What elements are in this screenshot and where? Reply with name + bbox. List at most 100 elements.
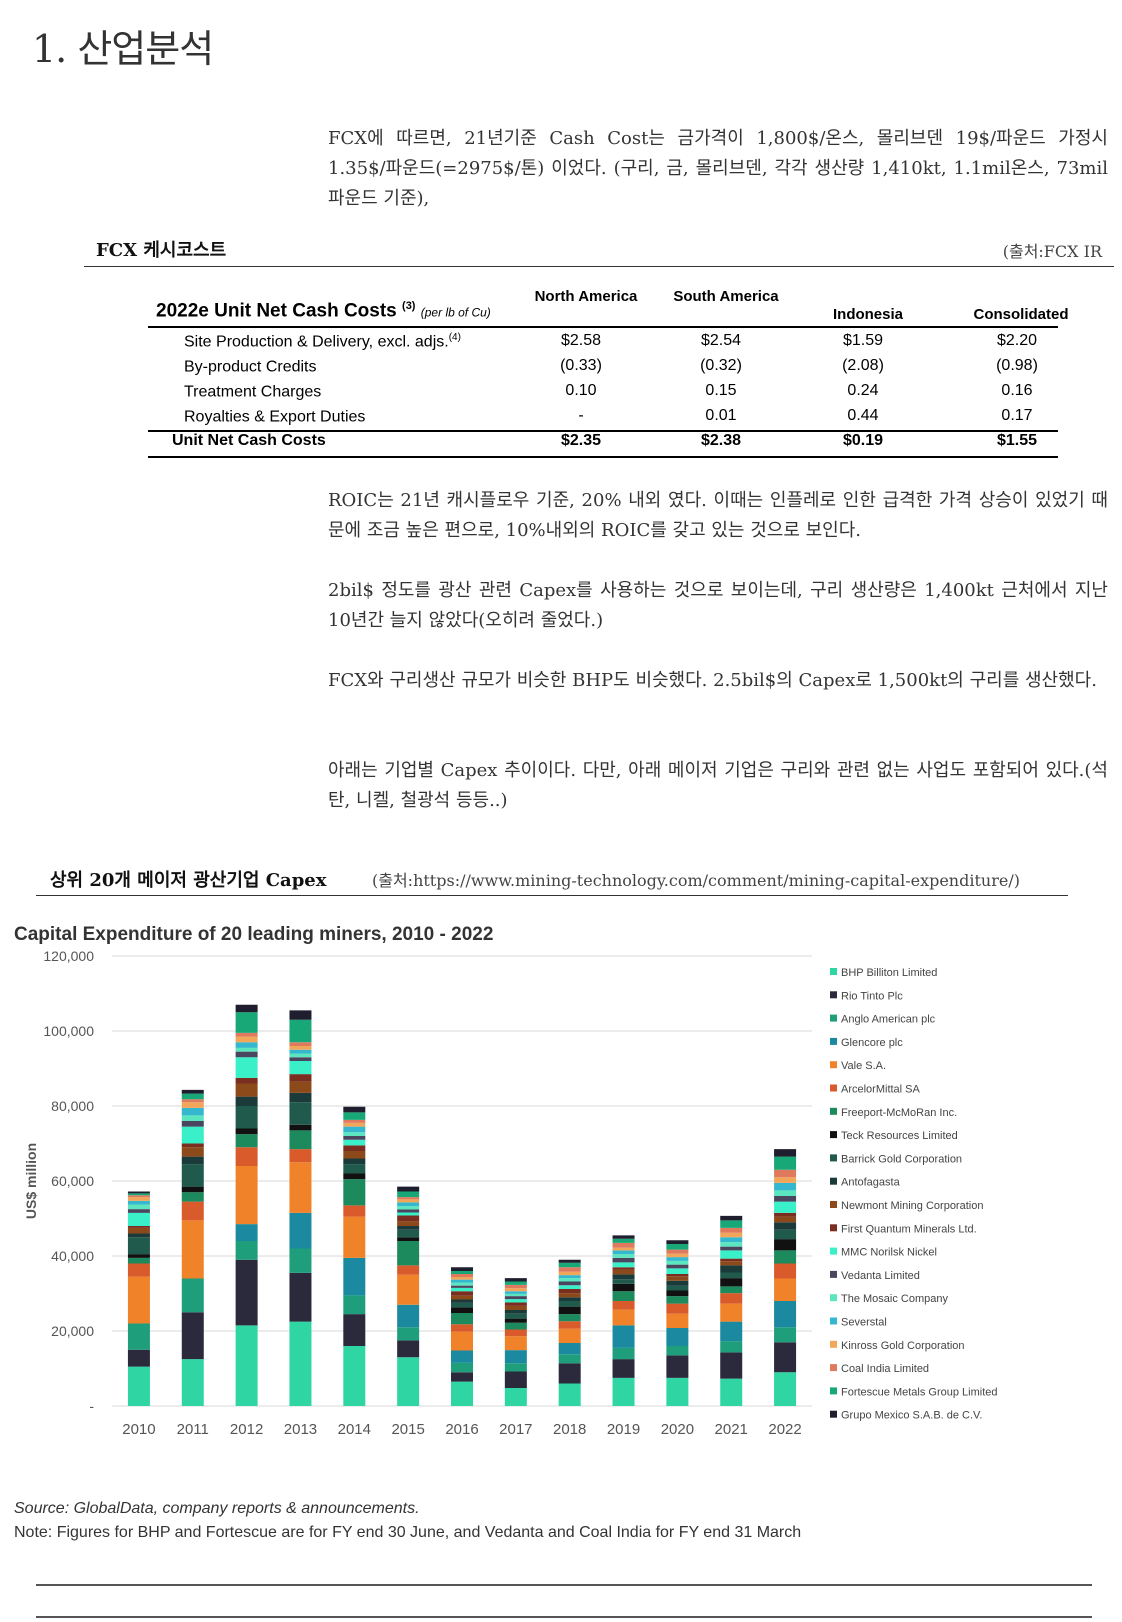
- bar-segment: [558, 1306, 581, 1315]
- table-row-label: Site Production & Delivery, excl. adjs.(…: [184, 332, 461, 351]
- bar-segment: [235, 1134, 258, 1148]
- bar-segment: [612, 1347, 635, 1360]
- bar-segment: [504, 1299, 527, 1303]
- bar-segment: [397, 1186, 420, 1192]
- legend-swatch: [830, 1037, 837, 1045]
- bar-segment: [612, 1238, 635, 1243]
- legend-label: First Quantum Minerals Ltd.: [841, 1223, 977, 1235]
- table-cell: 0.16: [1001, 382, 1033, 399]
- bar-segment: [451, 1285, 473, 1288]
- table-cell: 0.44: [847, 407, 879, 424]
- y-tick-label: 80,000: [51, 1098, 94, 1114]
- bar-segment: [720, 1303, 743, 1322]
- bar-segment: [720, 1352, 743, 1379]
- bar-segment: [343, 1216, 366, 1258]
- bar-segment: [235, 1083, 258, 1097]
- bar-segment: [774, 1222, 797, 1230]
- bar-segment: [451, 1267, 473, 1271]
- bar-segment: [666, 1313, 689, 1328]
- bar-segment: [235, 1241, 258, 1260]
- bar-segment: [720, 1237, 743, 1243]
- bar-segment: [343, 1346, 366, 1406]
- bar-segment: [235, 1047, 258, 1052]
- bar-segment: [343, 1106, 366, 1113]
- bar-segment: [774, 1190, 797, 1196]
- bar-segment: [666, 1253, 689, 1258]
- bar-segment: [720, 1232, 743, 1238]
- bar-segment: [397, 1304, 420, 1328]
- bar-segment: [127, 1237, 150, 1255]
- bar-segment: [720, 1246, 743, 1251]
- legend-label: Severstal: [841, 1317, 887, 1329]
- bar-segment: [235, 1325, 258, 1406]
- legend-label: Barrick Gold Corporation: [841, 1153, 962, 1165]
- legend-swatch: [830, 1084, 837, 1092]
- legend-label: The Mosaic Company: [841, 1293, 948, 1305]
- bar-segment: [558, 1267, 581, 1272]
- bar-segment: [612, 1242, 635, 1248]
- bar-segment: [612, 1262, 635, 1268]
- total-consolidated: $1.55: [996, 432, 1038, 449]
- bar-segment: [181, 1143, 204, 1148]
- bar-segment: [181, 1093, 204, 1100]
- legend-label: ArcelorMittal SA: [841, 1084, 921, 1096]
- table-row-label-text: Royalties & Export Duties: [184, 408, 366, 426]
- bar-segment: [451, 1299, 473, 1303]
- bar-segment: [504, 1284, 527, 1289]
- bar-segment: [666, 1355, 689, 1378]
- intro-paragraph: FCX에 따르면, 21년기준 Cash Cost는 금가격이 1,800$/온…: [328, 128, 1108, 209]
- bar-segment: [397, 1241, 420, 1266]
- bar-segment: [504, 1278, 527, 1282]
- bar-segment: [127, 1200, 150, 1205]
- bar-segment: [504, 1296, 527, 1300]
- bar-segment: [289, 1162, 312, 1213]
- bar-segment: [774, 1301, 797, 1328]
- table-row-label-text: By-product Credits: [184, 358, 317, 376]
- bar-segment: [558, 1259, 581, 1263]
- bar-segment: [397, 1226, 420, 1230]
- bar-segment: [774, 1342, 797, 1373]
- bar-segment: [451, 1291, 473, 1296]
- bar-segment: [504, 1305, 527, 1310]
- bar-segment: [504, 1313, 527, 1319]
- bar-segment: [666, 1377, 689, 1406]
- bar-segment: [612, 1359, 635, 1378]
- bhp-paragraph: FCX와 구리생산 규모가 비슷한 BHP도 비슷했다. 2.5bil$의 Ca…: [328, 670, 1097, 691]
- bar-segment: [612, 1250, 635, 1255]
- bar-segment: [289, 1046, 312, 1050]
- bar-segment: [504, 1322, 527, 1330]
- bar-segment: [666, 1296, 689, 1304]
- bar-segment: [451, 1302, 473, 1308]
- legend-swatch: [830, 1131, 837, 1139]
- x-tick-label: 2014: [338, 1421, 371, 1438]
- bar-segment: [774, 1169, 797, 1178]
- bar-segment: [181, 1201, 204, 1221]
- bar-segment: [397, 1221, 420, 1226]
- legend-swatch: [830, 1154, 837, 1162]
- legend-swatch: [830, 968, 837, 975]
- bar-segment: [181, 1089, 204, 1094]
- col-header-indonesia: Indonesia: [832, 306, 903, 323]
- bar-segment: [235, 1004, 258, 1013]
- bar-segment: [666, 1240, 689, 1244]
- bar-segment: [558, 1285, 581, 1289]
- bar-segment: [774, 1156, 797, 1170]
- bar-segment: [181, 1220, 204, 1279]
- bar-segment: [720, 1250, 743, 1259]
- legend-swatch: [830, 991, 837, 999]
- bar-segment: [558, 1343, 581, 1355]
- bar-segment: [181, 1278, 204, 1313]
- y-tick-label: 20,000: [51, 1323, 94, 1339]
- bar-segment: [343, 1173, 366, 1180]
- bar-segment: [235, 1147, 258, 1166]
- total-row-label: Unit Net Cash Costs: [172, 432, 326, 449]
- x-tick-label: 2016: [445, 1421, 478, 1438]
- bar-segment: [127, 1193, 150, 1196]
- table-bottom-rule: [148, 456, 1058, 458]
- legend-label: BHP Billiton Limited: [841, 967, 937, 979]
- bar-segment: [289, 1049, 312, 1054]
- legend-label: Grupo Mexico S.A.B. de C.V.: [841, 1410, 982, 1422]
- bar-segment: [451, 1313, 473, 1325]
- bar-segment: [397, 1212, 420, 1216]
- bar-segment: [181, 1102, 204, 1108]
